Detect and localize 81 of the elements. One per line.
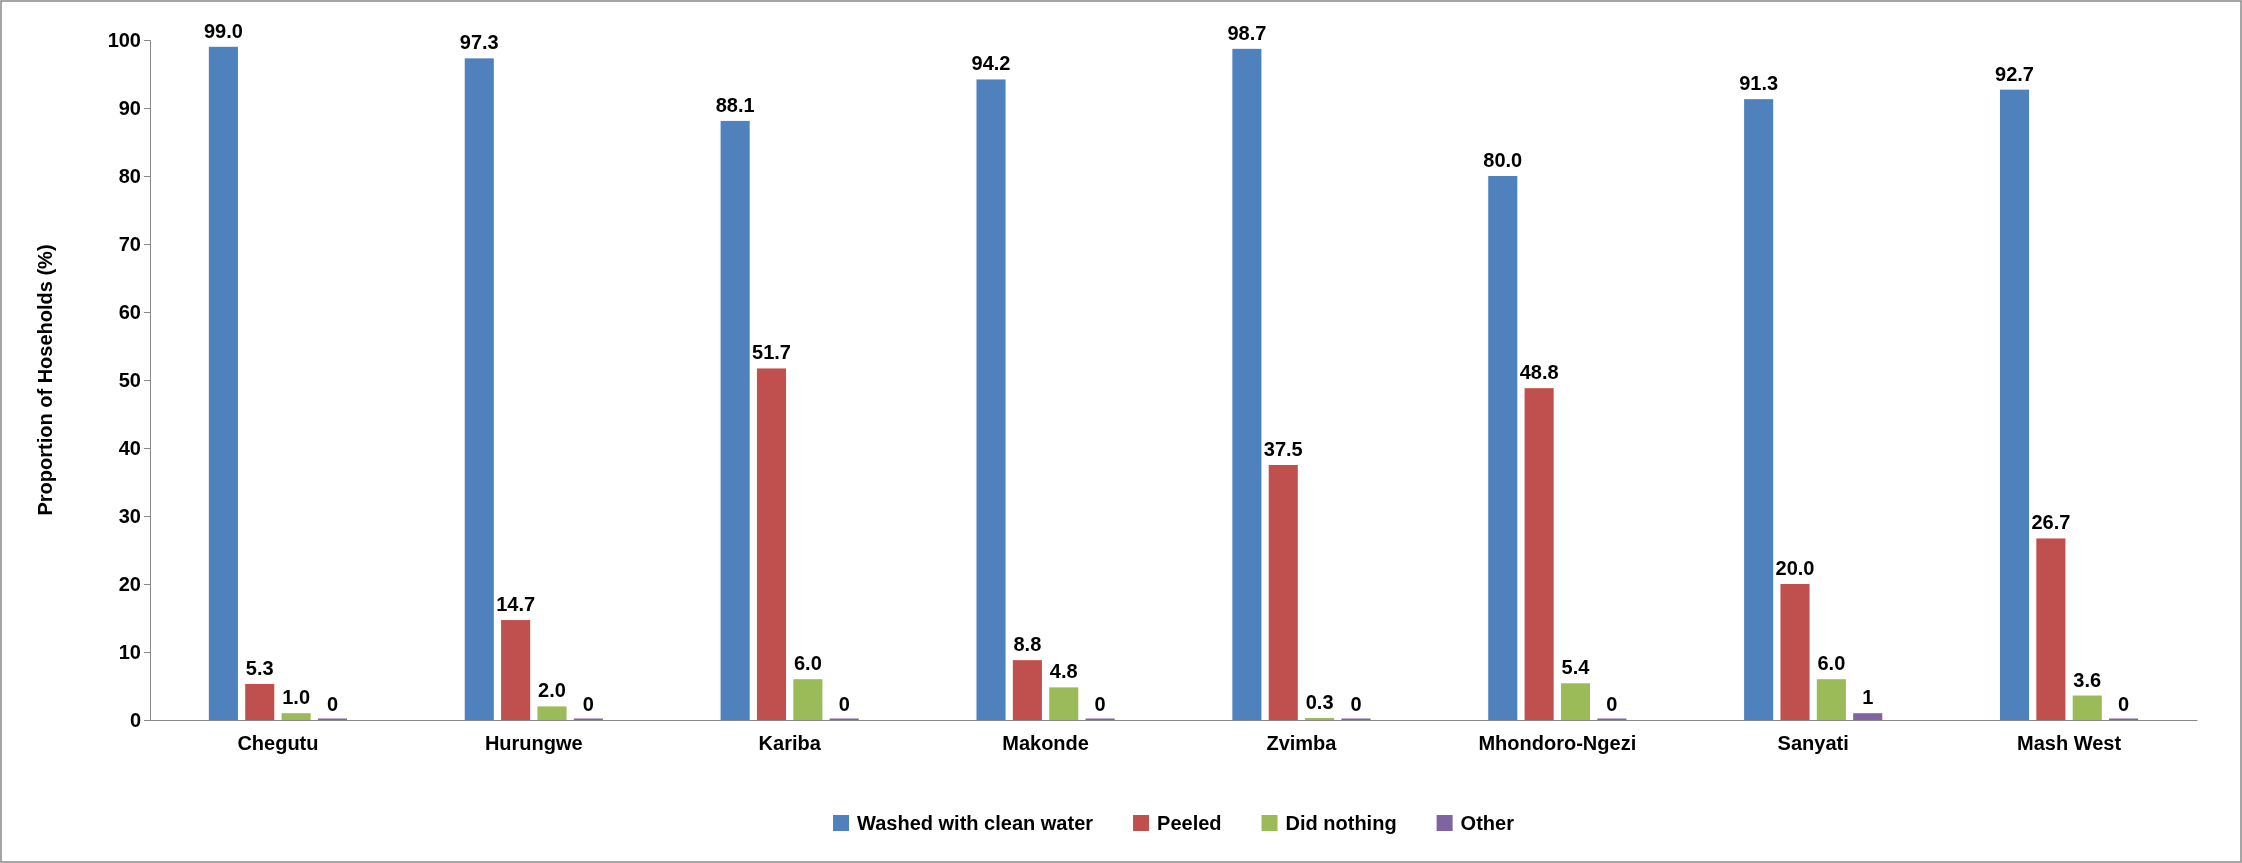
bar [245, 683, 275, 720]
y-tick-label: 0 [129, 708, 141, 731]
y-tick-label: 70 [118, 232, 141, 255]
data-label: 20.0 [1775, 557, 1815, 579]
data-label: 4.8 [1049, 660, 1078, 683]
y-tick-label: 10 [118, 640, 141, 663]
bar [1524, 388, 1554, 720]
bar [537, 706, 567, 720]
bar [281, 713, 311, 720]
y-tick-label: 50 [118, 368, 141, 391]
data-label: 0 [582, 693, 594, 715]
data-label: 1 [1862, 686, 1874, 709]
data-label: 6.0 [1817, 652, 1846, 675]
legend-label: Washed with clean water [857, 812, 1094, 834]
data-label: 0.3 [1305, 690, 1334, 713]
data-label: 14.7 [496, 593, 536, 616]
bar [1560, 683, 1591, 720]
x-tick-label: Chegutu [237, 732, 319, 755]
bar [756, 368, 787, 720]
bar [1268, 465, 1298, 720]
x-tick-label: Makonde [1002, 732, 1089, 755]
data-label: 0 [1606, 693, 1618, 715]
legend-label: Peeled [1157, 812, 1222, 834]
bar [1853, 713, 1883, 720]
data-label: 51.7 [752, 341, 791, 364]
y-tick-label: 90 [118, 96, 141, 119]
data-label: 99.0 [203, 19, 243, 42]
bar [793, 679, 823, 720]
bar [2072, 695, 2102, 720]
data-label: 0 [1094, 693, 1106, 715]
x-tick-label: Zvimba [1266, 732, 1338, 755]
data-label: 92.7 [1995, 62, 2034, 85]
bar [720, 120, 750, 720]
y-tick-label: 30 [118, 504, 141, 527]
data-label: 6.0 [793, 652, 822, 675]
y-tick-label: 80 [118, 164, 141, 187]
y-tick-label: 100 [107, 28, 141, 51]
x-tick-label: Sanyati [1777, 732, 1849, 755]
data-label: 5.4 [1561, 656, 1591, 679]
data-label: 3.6 [2073, 668, 2102, 691]
data-label: 26.7 [2031, 511, 2071, 534]
legend-label: Other [1460, 812, 1515, 834]
data-label: 5.3 [245, 656, 274, 679]
data-label: 48.8 [1519, 361, 1559, 384]
data-label: 94.2 [971, 52, 1011, 75]
data-label: 0 [838, 693, 850, 715]
bar [501, 620, 531, 720]
bar [1305, 717, 1335, 720]
bar [1780, 584, 1810, 720]
bar [1049, 687, 1079, 720]
x-tick-label: Mhondoro-Ngezi [1478, 732, 1637, 755]
y-tick-label: 40 [118, 436, 141, 459]
x-tick-label: Hurungwe [484, 732, 583, 755]
bar [1232, 48, 1262, 720]
bar [1488, 176, 1518, 720]
data-label: 1.0 [282, 686, 311, 709]
data-label: 2.0 [538, 679, 566, 702]
data-label: 37.5 [1263, 438, 1303, 460]
x-tick-label: Kariba [758, 732, 822, 755]
bar [1999, 89, 2030, 720]
bar [1012, 660, 1042, 720]
bar [2036, 538, 2066, 720]
data-label: 80.0 [1483, 149, 1523, 171]
data-label: 91.3 [1739, 72, 1779, 95]
y-axis-title: Proportion of Hoseholds (%) [34, 244, 56, 516]
bar [464, 58, 494, 720]
data-label: 0 [1350, 693, 1362, 715]
bar [1744, 99, 1774, 720]
data-label: 0 [326, 693, 339, 715]
data-label: 88.1 [715, 93, 755, 116]
y-tick-label: 60 [118, 300, 141, 323]
bar [1816, 679, 1846, 720]
data-label: 8.8 [1013, 633, 1042, 656]
bar [208, 46, 238, 720]
legend-label: Did nothing [1285, 812, 1397, 834]
bar [976, 79, 1006, 720]
data-label: 97.3 [459, 31, 499, 54]
data-label: 98.7 [1227, 21, 1267, 44]
y-tick-label: 20 [118, 572, 141, 595]
x-tick-label: Mash West [2017, 732, 2122, 755]
data-label: 0 [2118, 693, 2130, 715]
